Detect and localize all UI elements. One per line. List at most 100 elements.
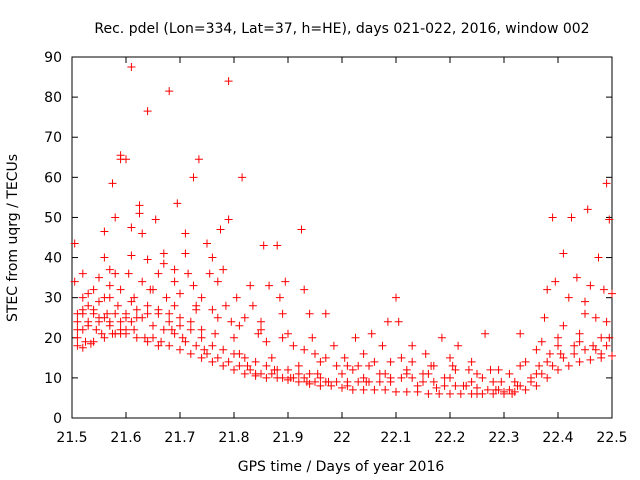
data-point (78, 269, 87, 278)
data-point (289, 341, 298, 350)
x-tick-label: 22.1 (380, 430, 411, 446)
data-point (370, 357, 379, 366)
data-point (370, 385, 379, 394)
data-point (594, 253, 603, 262)
data-point (224, 215, 233, 224)
data-point (208, 357, 217, 366)
data-point (70, 239, 79, 248)
data-point (216, 225, 225, 234)
data-point (132, 305, 141, 314)
data-point (489, 389, 498, 398)
data-point (127, 63, 136, 72)
data-point (103, 309, 112, 318)
data-point (543, 373, 552, 382)
data-point (437, 333, 446, 342)
data-point (543, 285, 552, 294)
data-point (275, 293, 284, 302)
data-points (70, 63, 616, 398)
data-point (483, 385, 492, 394)
data-point (467, 389, 476, 398)
data-point (170, 265, 179, 274)
data-point (516, 329, 525, 338)
data-point (351, 333, 360, 342)
x-tick-label: 22.3 (488, 430, 519, 446)
data-point (243, 361, 252, 370)
data-point (165, 317, 174, 326)
data-point (197, 325, 206, 334)
data-point (432, 383, 441, 392)
data-point (367, 329, 376, 338)
data-point (248, 301, 257, 310)
data-point (100, 333, 109, 342)
y-tick-label: 50 (44, 210, 62, 226)
data-point (554, 333, 562, 342)
data-point (300, 285, 309, 294)
data-point (413, 387, 422, 396)
data-point (149, 333, 157, 342)
data-point (267, 369, 276, 378)
data-point (392, 293, 400, 302)
y-tick-label: 60 (44, 170, 62, 186)
x-axis: 21.5 21.6 21.7 21.8 21.9 22 22.1 22.2 22.3 22.4 22… (56, 57, 628, 446)
data-point (205, 269, 214, 278)
data-point (375, 377, 384, 386)
data-point (192, 305, 201, 314)
data-point (446, 373, 454, 382)
data-point (451, 365, 460, 374)
data-point (473, 383, 481, 392)
data-point (516, 381, 525, 390)
data-point (143, 107, 152, 116)
plot-frame (71, 56, 613, 419)
data-point (446, 353, 454, 362)
data-point (473, 369, 481, 378)
data-point (489, 377, 498, 386)
data-point (332, 361, 341, 370)
data-point (221, 301, 230, 310)
x-tick-label: 22 (333, 430, 351, 446)
data-point (278, 373, 287, 382)
data-point (397, 373, 406, 382)
y-tick-label: 40 (44, 251, 62, 267)
data-point (262, 373, 271, 382)
data-point (599, 285, 608, 294)
data-point (481, 329, 490, 338)
data-point (402, 369, 411, 378)
data-point (343, 377, 352, 386)
data-point (454, 341, 463, 350)
data-point (73, 317, 82, 326)
data-point (321, 353, 330, 362)
data-point (429, 361, 438, 370)
data-point (278, 309, 287, 318)
data-point (591, 345, 600, 354)
y-tick-label: 70 (44, 130, 62, 146)
x-tick-label: 22.5 (596, 430, 627, 446)
data-point (113, 301, 122, 310)
data-point (494, 365, 503, 374)
data-point (213, 313, 222, 322)
data-point (78, 293, 87, 302)
data-point (597, 353, 606, 362)
data-point (213, 277, 222, 286)
data-point (78, 343, 87, 352)
data-point (343, 361, 352, 370)
data-point (321, 377, 330, 386)
data-point (321, 309, 330, 318)
data-point (235, 321, 244, 330)
data-point (143, 301, 152, 310)
data-point (154, 269, 163, 278)
y-axis: 0 10 20 30 40 50 60 70 80 90 (44, 50, 612, 427)
data-point (203, 239, 211, 248)
data-point (251, 357, 260, 366)
data-point (170, 301, 179, 310)
data-point (165, 341, 174, 350)
data-point (386, 357, 395, 366)
data-point (127, 251, 136, 260)
data-point (162, 293, 171, 302)
data-point (232, 293, 241, 302)
data-point (575, 357, 584, 366)
data-point (122, 313, 130, 322)
data-point (456, 389, 465, 398)
data-point (73, 341, 82, 350)
data-point (521, 357, 530, 366)
data-point (181, 337, 190, 346)
